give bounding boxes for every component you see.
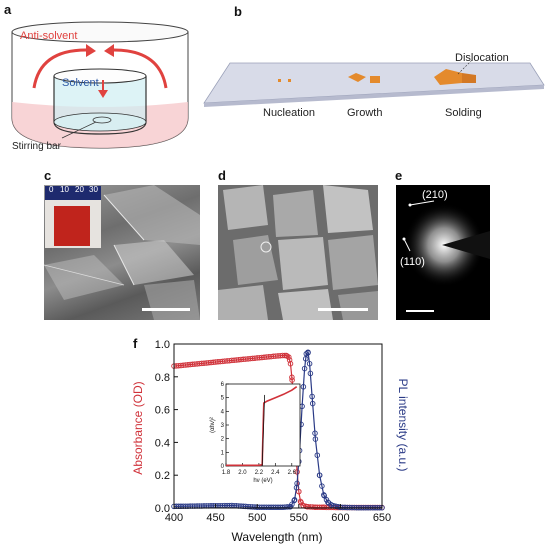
x-tick-label: 500 — [248, 512, 266, 524]
stage-solding-label: Solding — [445, 107, 482, 119]
panel-a-label: a — [4, 2, 12, 17]
absorbance-point — [289, 377, 295, 383]
inset-y-tick-label: 0 — [221, 464, 225, 470]
absorbance-point — [321, 504, 327, 511]
pl-point — [287, 503, 294, 510]
pl-point — [319, 483, 325, 489]
x-axis-label: Wavelength (nm) — [232, 530, 323, 544]
diffraction-pattern — [396, 185, 490, 320]
pl-point — [306, 360, 313, 367]
absorbance-point — [312, 504, 319, 510]
inset-y-tick-label: 4 — [221, 409, 225, 415]
pl-point — [309, 393, 315, 400]
inset-x-tick-label: 2.0 — [238, 470, 247, 476]
x-tick-label: 400 — [165, 512, 183, 524]
inset-x-axis-label: hν (eV) — [253, 478, 272, 484]
x-tick-label: 450 — [206, 512, 224, 524]
inset-y-axis-label: (αhν)² — [210, 417, 216, 433]
x-tick-label: 600 — [331, 512, 349, 524]
y-tick-label: 0.4 — [155, 437, 170, 449]
pl-point — [314, 452, 321, 458]
inset-x-tick-label: 1.8 — [222, 470, 231, 476]
inset-x-tick-label: 2.4 — [271, 470, 280, 476]
absorbance-point — [286, 357, 293, 363]
y-tick-label: 0.0 — [155, 503, 170, 515]
pl-point — [325, 499, 331, 506]
inset-y-tick-label: 1 — [221, 450, 225, 456]
pl-point — [284, 504, 290, 510]
stirring-bar-label: Stirring bar — [12, 141, 61, 152]
absorbance-point — [294, 469, 300, 475]
absorbance-point — [296, 488, 302, 495]
pl-point — [302, 356, 309, 362]
dislocation-label: Dislocation — [455, 52, 509, 64]
pl-point — [307, 370, 314, 377]
x-tick-label: 550 — [290, 512, 308, 524]
inset-fit-line — [261, 394, 266, 467]
panel-a-illustration — [11, 21, 189, 149]
sem-image-d — [218, 185, 378, 320]
panel-c-label: c — [44, 168, 52, 183]
panel-b-label: b — [234, 4, 242, 19]
y-tick-label: 0.2 — [155, 470, 170, 482]
inset-x-tick-label: 2.2 — [255, 470, 264, 476]
y-tick-label: 0.6 — [155, 405, 170, 417]
pl-point — [303, 351, 310, 357]
scale-bar-d — [318, 308, 368, 311]
pl-point — [316, 472, 323, 478]
pl-point — [294, 480, 300, 487]
ruler-tick-0: 0 — [49, 185, 54, 194]
panel-e-label: e — [395, 168, 403, 183]
stage-growth-label: Growth — [347, 107, 383, 119]
solvent-label: Solvent — [62, 77, 99, 89]
pl-point — [300, 384, 307, 390]
spot-label-110: (110) — [400, 256, 425, 268]
panel-d-label: d — [218, 168, 226, 183]
inset-x-tick-label: 2.6 — [288, 470, 297, 476]
pl-point — [301, 365, 308, 372]
ruler-tick-10: 10 — [60, 185, 69, 194]
y-axis-right-label: PL intensity (a.u.) — [396, 379, 410, 472]
x-tick-label: 650 — [373, 512, 391, 524]
pl-point — [291, 497, 298, 503]
ruler-tick-20: 20 — [75, 185, 84, 194]
plot-frame — [173, 343, 383, 509]
pl-point — [312, 430, 318, 436]
pl-point — [309, 400, 316, 407]
pl-point — [321, 492, 327, 498]
pl-point — [305, 349, 311, 355]
anti-solvent-label: Anti-solvent — [20, 30, 78, 42]
inset-y-tick-label: 5 — [221, 396, 225, 402]
absorbance-point — [304, 503, 310, 510]
y-tick-label: 0.8 — [155, 372, 170, 384]
ruler-tick-30: 30 — [89, 185, 98, 194]
inset-y-tick-label: 3 — [221, 423, 225, 429]
panel-f-label: f — [133, 336, 138, 351]
inset-tauc-line — [226, 386, 298, 467]
stage-nucleation-label: Nucleation — [263, 107, 315, 119]
red-crystal — [54, 206, 90, 246]
scale-bar-e — [406, 310, 434, 312]
pl-point — [312, 436, 319, 442]
absorbance-point — [287, 360, 294, 367]
absorbance-point — [297, 498, 304, 505]
absorbance-point — [289, 374, 295, 381]
scale-bar-c — [142, 308, 190, 311]
crystal-photo — [45, 200, 101, 248]
y-tick-label: 1.0 — [155, 340, 170, 351]
inset-y-tick-label: 6 — [221, 382, 225, 388]
spot-label-210: (210) — [422, 189, 448, 201]
panel-b-illustration — [203, 59, 545, 107]
inset-y-tick-label: 2 — [221, 437, 225, 443]
y-axis-left-label: Absorbance (OD) — [131, 381, 145, 474]
ruler — [45, 186, 101, 200]
absorbance-point — [286, 354, 292, 360]
